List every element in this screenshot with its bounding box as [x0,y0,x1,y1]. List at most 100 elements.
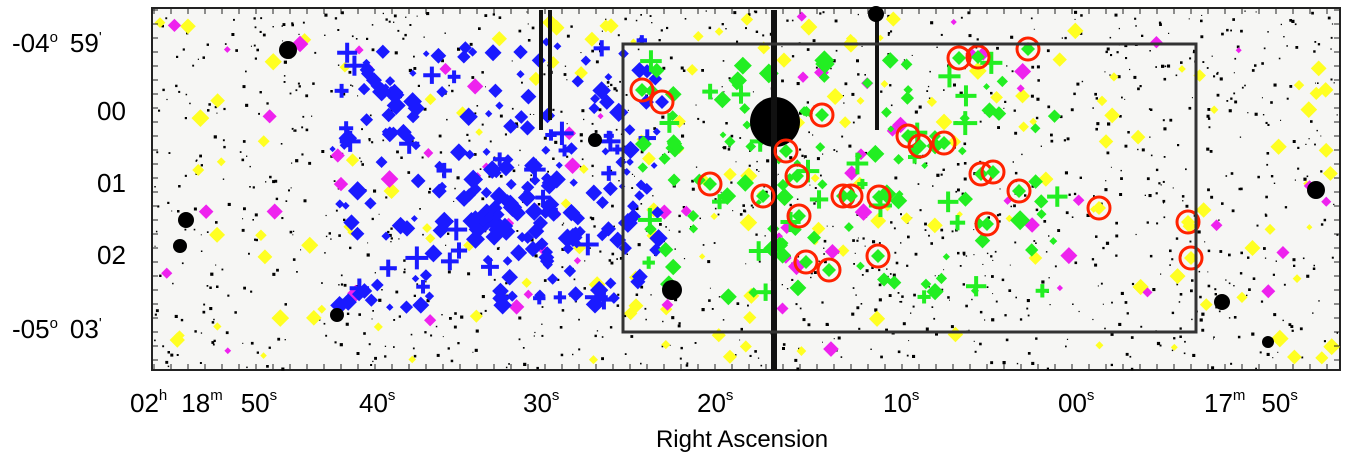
magenta-source [776,302,789,315]
blue-member [590,93,601,104]
noise-dot [955,190,958,193]
noise-dot [962,283,965,286]
noise-dot [940,33,943,36]
noise-dot [1317,43,1321,46]
noise-dot [211,341,215,344]
bright-star [173,239,187,253]
blue-member [360,113,374,127]
green-member [658,152,671,165]
blue-member [447,70,461,84]
noise-dot [1320,135,1322,137]
noise-dot [1286,45,1288,47]
blue-member [457,50,471,64]
noise-dot [830,67,832,70]
noise-dot [250,341,254,345]
noise-dot [1102,303,1104,305]
green-member [818,71,830,83]
green-member [657,242,674,258]
noise-dot [400,156,403,159]
yellow-source [154,17,166,29]
noise-dot [739,213,743,216]
blue-member [372,82,392,102]
noise-dot [505,282,508,285]
noise-dot [1260,300,1264,303]
noise-dot [878,242,881,244]
noise-dot [1074,261,1078,265]
noise-dot [658,39,661,42]
noise-dot [272,180,276,184]
noise-dot [1059,115,1063,119]
noise-dot [301,153,304,156]
circled-member-marker [703,177,717,191]
noise-dot [864,245,866,247]
yellow-source [926,217,943,234]
noise-dot [1295,46,1299,49]
green-member [920,278,932,290]
blue-member [356,283,373,299]
noise-dot [1294,23,1297,26]
noise-dot [722,146,724,149]
noise-dot [1214,288,1217,291]
noise-dot [894,176,898,180]
noise-dot [393,14,397,18]
green-member [665,258,682,276]
noise-dot [382,139,385,142]
noise-dot [473,153,477,156]
noise-dot [1005,338,1009,342]
bright-star [1307,181,1325,199]
noise-dot [334,341,337,344]
blue-member [385,83,404,102]
noise-dot [241,228,245,232]
noise-dot [1228,109,1232,113]
noise-dot [1297,167,1300,170]
noise-dot [598,108,602,112]
noise-dot [330,90,333,93]
noise-dot [747,304,749,307]
noise-dot [393,21,395,23]
yellow-source [180,18,196,35]
green-member [745,141,757,152]
green-member [702,83,718,100]
circled-member-ring [931,130,957,156]
noise-dot [370,364,373,366]
noise-dot [619,257,623,260]
noise-dot [848,144,852,148]
noise-dot [397,29,400,32]
noise-dot [998,220,1001,223]
circled-member-ring [786,203,812,229]
noise-dot [1106,151,1110,155]
noise-dot [1318,300,1320,302]
blue-member [337,42,358,63]
noise-dot [177,210,180,213]
noise-dot [416,283,419,285]
noise-dot [284,303,287,306]
blue-member [609,102,629,123]
circled-member-ring [946,45,972,71]
yellow-source [1170,343,1178,351]
yellow-source [1323,338,1341,356]
noise-dot [591,164,594,168]
noise-dot [956,163,960,166]
noise-dot [861,45,863,47]
blue-member [450,143,468,162]
noise-dot [976,38,979,41]
noise-dot [979,310,983,314]
noise-dot [260,17,263,20]
noise-dot [1046,49,1050,53]
noise-dot [924,229,927,231]
noise-dot [398,238,400,240]
noise-dot [527,39,531,42]
noise-dot [1078,310,1080,313]
green-member-v [922,290,927,304]
noise-dot [1234,100,1238,104]
noise-dot [786,19,789,22]
noise-dot [215,264,217,266]
noise-dot [1031,361,1035,365]
blue-member [529,175,541,186]
magenta-source [824,243,841,260]
green-member-v [1055,186,1060,207]
noise-dot [1079,176,1082,179]
noise-dot [930,242,933,245]
noise-dot [337,188,340,190]
noise-dot [1179,327,1182,330]
